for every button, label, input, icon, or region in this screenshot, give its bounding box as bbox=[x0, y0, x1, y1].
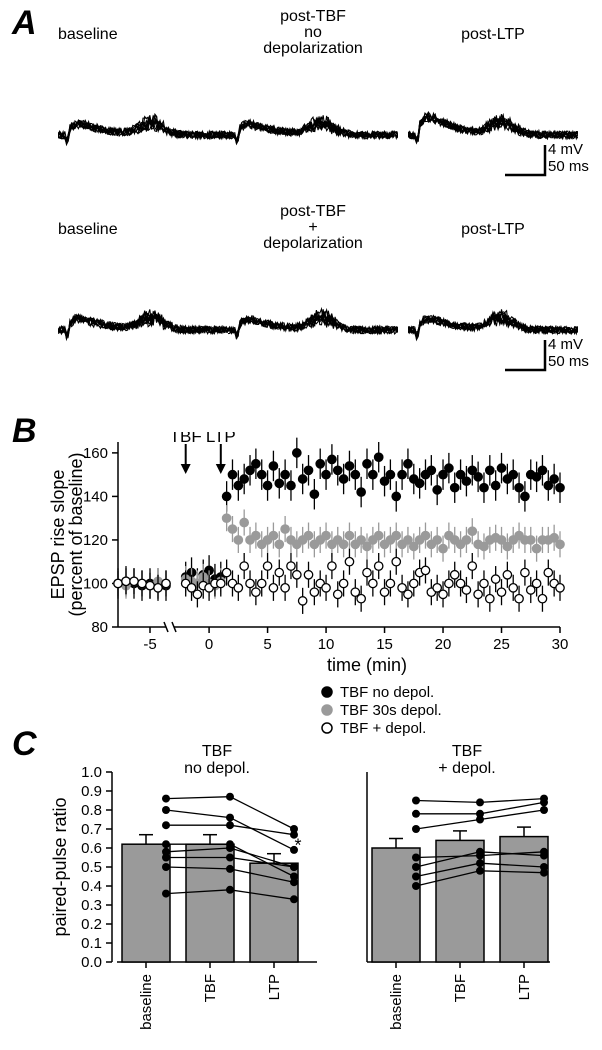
svg-text:TBF: TBF bbox=[452, 974, 469, 1002]
svg-text:0.4: 0.4 bbox=[81, 878, 102, 895]
panel-b-legend: TBF no depol.TBF 30s depol.TBF + depol. bbox=[320, 683, 580, 737]
svg-text:0.5: 0.5 bbox=[81, 859, 102, 876]
svg-text:0.9: 0.9 bbox=[81, 783, 102, 800]
svg-text:0.7: 0.7 bbox=[81, 821, 102, 838]
svg-text:100: 100 bbox=[83, 575, 108, 592]
svg-text:0.8: 0.8 bbox=[81, 802, 102, 819]
panel-a-trace-1-1: post-TBF+depolarization bbox=[228, 250, 398, 350]
scalebar-labels: 4 mV50 ms bbox=[548, 142, 589, 175]
svg-text:TBFno depol.: TBFno depol. bbox=[184, 743, 250, 777]
trace-title: post-LTP bbox=[408, 27, 578, 43]
svg-text:140: 140 bbox=[83, 488, 108, 505]
panel-a-label: A bbox=[12, 4, 37, 43]
svg-text:0.6: 0.6 bbox=[81, 840, 102, 857]
trace-title: post-LTP bbox=[408, 222, 578, 238]
svg-text:time (min): time (min) bbox=[327, 655, 407, 675]
svg-text:1.0: 1.0 bbox=[81, 764, 102, 781]
svg-text:25: 25 bbox=[493, 636, 510, 653]
svg-text:0.1: 0.1 bbox=[81, 935, 102, 952]
svg-text:15: 15 bbox=[376, 636, 393, 653]
svg-text:EPSP rise slope(percent of bas: EPSP rise slope(percent of baseline) bbox=[50, 452, 86, 616]
svg-text:0: 0 bbox=[205, 636, 213, 653]
svg-text:LTP: LTP bbox=[266, 974, 283, 1000]
svg-text:baseline: baseline bbox=[138, 974, 155, 1030]
svg-text:TBF: TBF bbox=[202, 974, 219, 1002]
panel-a-trace-0-0: baseline bbox=[58, 55, 228, 155]
svg-text:TBF+ depol.: TBF+ depol. bbox=[438, 743, 495, 777]
panel-c-label: C bbox=[12, 725, 37, 764]
svg-text:TBF: TBF bbox=[170, 432, 202, 446]
trace-title: post-TBFnodepolarization bbox=[228, 9, 398, 57]
scalebar-labels: 4 mV50 ms bbox=[548, 337, 589, 370]
figure-root: A B C baselinepost-TBFnodepolarizationpo… bbox=[0, 0, 602, 1050]
panel-c: 0.0 0.1 0.2 0.3 0.4 0.5 0.6 0.7 0.8 0.9 1.0 paired-… bbox=[50, 742, 550, 1032]
svg-text:5: 5 bbox=[263, 636, 271, 653]
svg-text:80: 80 bbox=[91, 619, 108, 636]
trace-title: baseline bbox=[58, 27, 228, 43]
svg-text:160: 160 bbox=[83, 445, 108, 462]
svg-text:LTP: LTP bbox=[516, 974, 533, 1000]
svg-text:120: 120 bbox=[83, 532, 108, 549]
svg-text:0.3: 0.3 bbox=[81, 897, 102, 914]
svg-text:30: 30 bbox=[552, 636, 569, 653]
svg-text:20: 20 bbox=[435, 636, 452, 653]
svg-text:paired-pulse ratio: paired-pulse ratio bbox=[50, 797, 70, 936]
svg-text:-5: -5 bbox=[143, 636, 156, 653]
svg-text:0.2: 0.2 bbox=[81, 916, 102, 933]
trace-title: post-TBF+depolarization bbox=[228, 204, 398, 252]
panel-a-trace-0-1: post-TBFnodepolarization bbox=[228, 55, 398, 155]
legend-item: TBF 30s depol. bbox=[320, 701, 580, 719]
legend-item: TBF + depol. bbox=[320, 719, 580, 737]
panel-b: 80100120140160EPSP rise slope(percent of… bbox=[50, 432, 570, 677]
trace-title: baseline bbox=[58, 222, 228, 238]
svg-text:0.0: 0.0 bbox=[81, 954, 102, 971]
legend-item: TBF no depol. bbox=[320, 683, 580, 701]
panel-a-trace-1-0: baseline bbox=[58, 250, 228, 350]
svg-text:baseline: baseline bbox=[388, 974, 405, 1030]
svg-text:LTP: LTP bbox=[206, 432, 236, 446]
panel-b-label: B bbox=[12, 412, 37, 451]
svg-text:10: 10 bbox=[318, 636, 335, 653]
